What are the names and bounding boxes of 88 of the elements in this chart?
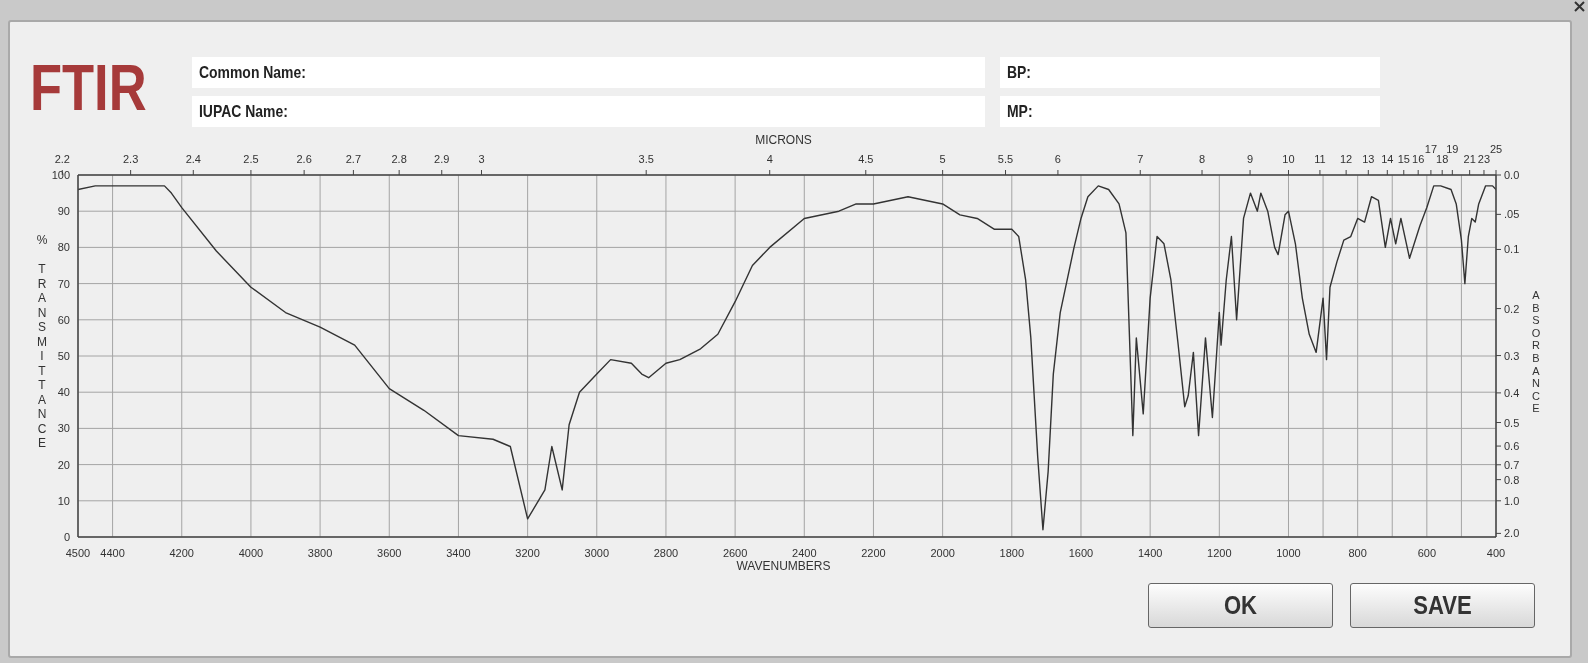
text: 0.2: [1504, 302, 1520, 315]
y-tick-label: 40: [57, 386, 70, 399]
x-tick-label: 3400: [446, 546, 471, 559]
text: 0.4: [1504, 386, 1520, 399]
text: 2.6: [296, 153, 312, 165]
text: 0.0: [1504, 169, 1520, 181]
x-tick-label: 4400: [100, 546, 125, 559]
x-tick-label: 800: [1348, 546, 1367, 559]
text: 2.9: [434, 153, 450, 165]
text: 0.8: [1504, 473, 1520, 486]
x2-axis-title: MICRONS: [754, 133, 813, 147]
text: 21: [1463, 153, 1476, 165]
text: 0.7: [1504, 458, 1520, 471]
text: 11: [1314, 153, 1326, 165]
text: 9: [1247, 153, 1254, 165]
text: 1.0: [1504, 494, 1520, 507]
y-tick-label: 10: [57, 494, 70, 507]
y-tick-label: 70: [57, 277, 70, 290]
x-tick-label: 2400: [792, 546, 817, 559]
text: 18: [1436, 153, 1449, 165]
x-axis-title: WAVENUMBERS: [735, 559, 832, 573]
text: IUPAC Name:: [199, 101, 288, 123]
x-tick-label: 2200: [861, 546, 886, 559]
text: 25: [1489, 143, 1503, 155]
text: 2.2: [54, 153, 70, 165]
x-tick-label: 1600: [1068, 546, 1094, 559]
y-tick-label: 50: [57, 349, 70, 362]
text: 0.5: [1504, 416, 1520, 429]
x-tick-label: 1800: [999, 546, 1025, 559]
x-tick-label: 600: [1417, 546, 1437, 559]
y-tick-label: 30: [57, 422, 70, 435]
text: 19: [1446, 143, 1459, 155]
text: 12: [1340, 153, 1353, 165]
text: ABSORBANCE: [1531, 289, 1541, 415]
x-tick-label: 1000: [1276, 546, 1301, 559]
text: 10: [1282, 153, 1295, 165]
text: 2.5: [243, 153, 259, 165]
y-tick-label: 90: [57, 205, 70, 218]
text: MP:: [1007, 101, 1033, 123]
text: 5: [939, 153, 946, 165]
text: 23: [1477, 153, 1491, 165]
text: 2.0: [1504, 527, 1520, 540]
x-tick-label: 1400: [1137, 546, 1163, 559]
text: SAVE: [1413, 589, 1472, 622]
text: 0.6: [1504, 440, 1520, 453]
y-tick-label: 20: [57, 458, 70, 471]
text: 2.8: [391, 153, 407, 165]
text: 2.3: [122, 153, 139, 165]
text: 17: [1424, 143, 1438, 155]
text: 14: [1381, 153, 1394, 165]
text: 4.5: [858, 153, 874, 165]
text: 3.5: [638, 153, 654, 165]
x-tick-label: 2800: [653, 546, 679, 559]
text: 0.3: [1504, 349, 1520, 362]
x-tick-label: 3200: [515, 546, 540, 559]
y-tick-label: 80: [57, 241, 70, 254]
line-series: [78, 185, 1496, 531]
chart-title: FTIR: [30, 52, 147, 124]
x-tick-label: 400: [1486, 546, 1506, 559]
x-tick-label: 4200: [169, 546, 194, 559]
x-tick-label: 4500: [65, 546, 91, 559]
y-tick-label: 60: [57, 313, 70, 326]
text: 5.5: [997, 153, 1014, 165]
text: OK: [1223, 589, 1258, 622]
text: 2.7: [345, 153, 362, 165]
text: 16: [1412, 153, 1425, 165]
x-tick-label: 2000: [930, 546, 955, 559]
text: 0.1: [1504, 243, 1520, 256]
text: 2.4: [185, 153, 201, 165]
x-tick-label: 3800: [307, 546, 333, 559]
y-tick-label: 0: [63, 530, 70, 543]
x-tick-label: 3600: [377, 546, 402, 559]
text: 13: [1362, 153, 1375, 165]
text: BP:: [1007, 62, 1032, 84]
text: 3: [478, 153, 485, 165]
text: 4: [766, 153, 773, 165]
text: 6: [1054, 153, 1061, 165]
text: .05: [1504, 208, 1520, 221]
y-tick-label: 100: [51, 168, 70, 181]
text: 8: [1198, 153, 1206, 165]
x-tick-label: 4000: [238, 546, 264, 559]
text: 7: [1137, 153, 1144, 165]
x-tick-label: 1200: [1207, 546, 1232, 559]
text: Common Name:: [199, 62, 306, 84]
x-tick-label: 3000: [584, 546, 610, 559]
x-tick-label: 2600: [722, 546, 748, 559]
text: % TRANSMITTANCE: [36, 233, 48, 450]
text: 15: [1397, 153, 1410, 165]
